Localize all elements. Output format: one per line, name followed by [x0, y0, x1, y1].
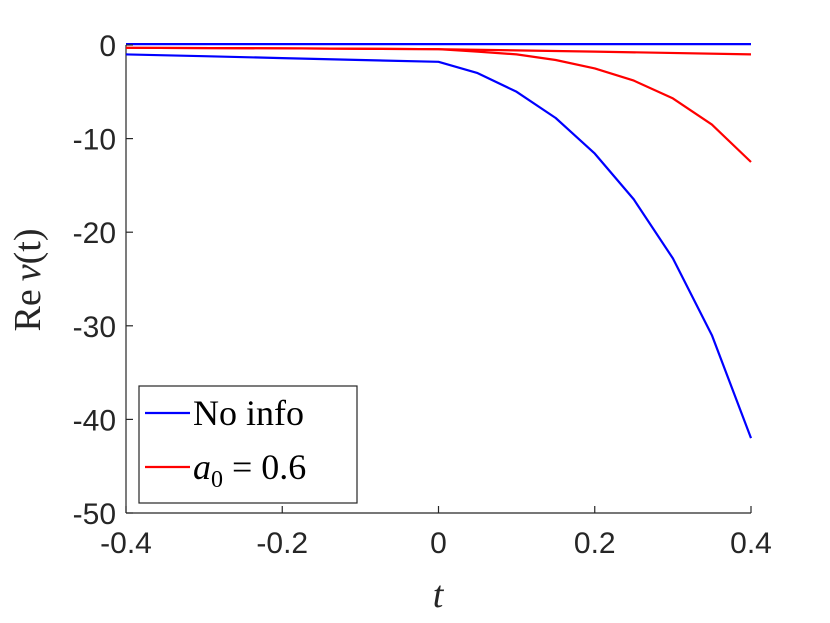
y-tick-label: -40: [73, 404, 116, 437]
legend-box: [138, 385, 358, 504]
series-line-3: [125, 46, 752, 163]
x-tick-label: 0.4: [730, 527, 772, 560]
y-axis-label-func: v: [7, 264, 49, 281]
y-axis-label-arg: (t): [7, 229, 49, 265]
x-axis-label: t: [433, 574, 445, 616]
legend-label-a0-var: a: [193, 447, 211, 487]
y-axis-label-prefix: Re: [7, 289, 49, 331]
x-tick-label: -0.4: [100, 527, 152, 560]
y-tick-label: -10: [73, 124, 116, 157]
x-tick-label: 0: [430, 527, 447, 560]
x-ticks: -0.4 -0.2 0 0.2 0.4: [100, 506, 772, 560]
x-tick-label: -0.2: [256, 527, 308, 560]
y-tick-label: -20: [73, 217, 116, 250]
legend-label-a0: a0 = 0.6: [193, 447, 306, 493]
legend: No info a0 = 0.6: [138, 385, 358, 504]
y-tick-label: -50: [73, 498, 116, 531]
y-axis-label: Re v(t): [7, 229, 49, 332]
legend-label-a0-rest: = 0.6: [223, 447, 306, 487]
y-tick-label: -30: [73, 311, 116, 344]
legend-label-no-info: No info: [193, 393, 304, 433]
x-tick-label: 0.2: [574, 527, 616, 560]
series-layer: [125, 42, 753, 439]
legend-label-a0-sub: 0: [211, 467, 223, 493]
series-line-1: [125, 53, 753, 439]
y-tick-label: 0: [99, 30, 116, 63]
y-ticks: -50 -40 -30 -20 -10 0: [73, 30, 133, 531]
